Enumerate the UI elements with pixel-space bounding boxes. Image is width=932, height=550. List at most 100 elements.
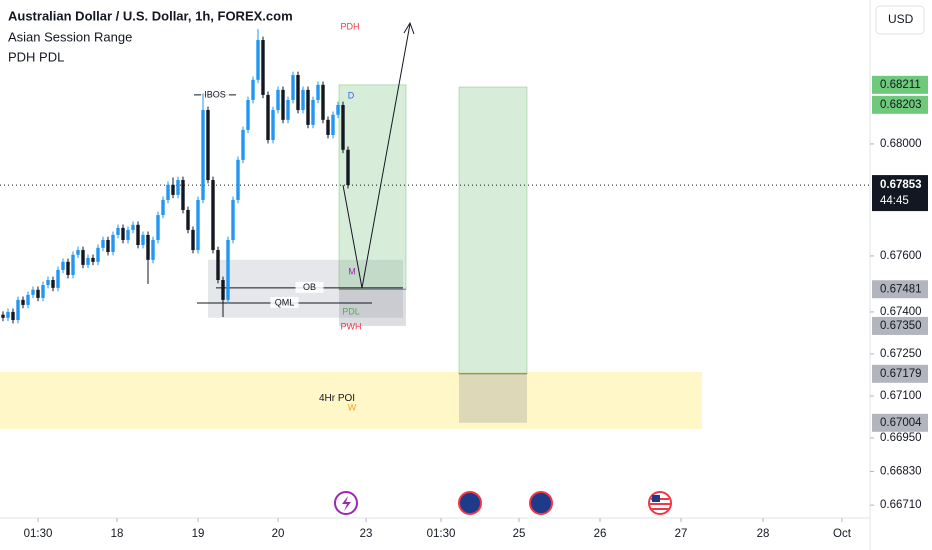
level-label: OB bbox=[303, 282, 316, 292]
x-tick-label: 26 bbox=[594, 528, 607, 540]
x-tick-label: 19 bbox=[192, 528, 205, 540]
marker-label: D bbox=[348, 90, 355, 100]
candle-body bbox=[301, 89, 305, 111]
candle-body bbox=[326, 119, 330, 135]
candle-body bbox=[1, 314, 5, 318]
event-icon-glyph bbox=[342, 496, 351, 511]
x-tick-label: 01:30 bbox=[427, 528, 456, 540]
candle-body bbox=[136, 224, 140, 245]
candle-body bbox=[26, 294, 30, 305]
stop-zone bbox=[339, 289, 406, 326]
x-tick-label: 23 bbox=[360, 528, 373, 540]
candle-body bbox=[291, 75, 295, 100]
price-box-label: 0.67004 bbox=[880, 417, 922, 429]
price-box-label: 0.68203 bbox=[880, 99, 922, 111]
x-tick-label: 28 bbox=[757, 528, 770, 540]
marker-label: W bbox=[348, 402, 357, 412]
candle-body bbox=[251, 79, 255, 100]
candle-body bbox=[111, 234, 115, 252]
y-tick-label: 0.66710 bbox=[880, 499, 922, 511]
candle-body bbox=[96, 247, 100, 262]
arrow-head bbox=[403, 21, 415, 35]
candle-body bbox=[66, 261, 70, 275]
candle-body bbox=[266, 94, 270, 140]
currency-label[interactable]: USD bbox=[888, 12, 914, 26]
event-icon[interactable] bbox=[529, 491, 553, 515]
x-tick-label: 25 bbox=[513, 528, 526, 540]
marker-label: PWH bbox=[341, 321, 362, 331]
candle-body bbox=[51, 280, 55, 288]
y-tick-label: 0.67600 bbox=[880, 250, 922, 262]
candle-body bbox=[131, 224, 135, 230]
candle-body bbox=[101, 239, 105, 248]
candle-body bbox=[166, 184, 170, 200]
level-label-bg bbox=[270, 296, 299, 308]
candle-body bbox=[116, 227, 120, 235]
currency-button[interactable] bbox=[875, 5, 925, 35]
candle-body bbox=[261, 40, 265, 95]
candle-body bbox=[16, 299, 20, 321]
price-box bbox=[872, 413, 928, 432]
y-tick-label: 0.67250 bbox=[880, 348, 922, 360]
chart-title: Australian Dollar / U.S. Dollar, 1h, FOR… bbox=[8, 8, 293, 23]
candle-body bbox=[331, 114, 335, 135]
candle-body bbox=[76, 250, 80, 255]
x-tick-label: 18 bbox=[111, 528, 124, 540]
zone bbox=[0, 371, 702, 429]
price-box-label: 0.67350 bbox=[880, 320, 922, 332]
y-tick-label: 0.68000 bbox=[880, 138, 922, 150]
candle-body bbox=[11, 311, 15, 321]
candle-body bbox=[206, 110, 210, 181]
marker-label: PDH bbox=[340, 21, 359, 31]
candle-body bbox=[341, 105, 345, 150]
event-icons bbox=[334, 491, 672, 515]
projection-arrow bbox=[342, 23, 411, 289]
plot: 4Hr POI OB QML IBOS bbox=[0, 29, 870, 404]
zones bbox=[0, 84, 702, 429]
candle-body bbox=[236, 159, 240, 200]
candle-body bbox=[306, 89, 310, 125]
candle-body bbox=[231, 199, 235, 240]
candle-body bbox=[311, 99, 315, 125]
candle-body bbox=[196, 199, 200, 251]
price-box bbox=[872, 364, 928, 383]
candle-body bbox=[246, 99, 250, 130]
level-label-bg bbox=[201, 88, 229, 100]
level-label: IBOS bbox=[204, 89, 226, 99]
current-price-box bbox=[872, 175, 928, 212]
candle-body bbox=[161, 199, 165, 216]
candle-body bbox=[71, 254, 75, 275]
candle-body bbox=[316, 84, 320, 100]
candle-body bbox=[176, 180, 180, 195]
candle-body bbox=[321, 84, 325, 120]
x-tick-label: 01:30 bbox=[24, 528, 53, 540]
countdown-label: 44:45 bbox=[880, 195, 909, 207]
candle-body bbox=[211, 180, 215, 251]
candle-body bbox=[36, 289, 40, 298]
candle-body bbox=[56, 269, 60, 288]
x-tick-label: 20 bbox=[272, 528, 285, 540]
price-box bbox=[872, 316, 928, 335]
candle-body bbox=[226, 239, 230, 300]
level-label: QML bbox=[275, 297, 295, 307]
candle-body bbox=[171, 184, 175, 195]
x-tick-label: 27 bbox=[675, 528, 688, 540]
candle-body bbox=[21, 299, 25, 305]
marker-label: M bbox=[348, 266, 356, 276]
candle-body bbox=[276, 89, 280, 111]
candle-body bbox=[216, 250, 220, 280]
candle-body bbox=[86, 257, 90, 265]
candle-body bbox=[151, 239, 155, 260]
candle-body bbox=[41, 285, 45, 298]
price-box-label: 0.68211 bbox=[880, 79, 921, 91]
candle-body bbox=[61, 261, 65, 270]
y-tick-label: 0.66830 bbox=[880, 466, 922, 478]
indicator-label: Asian Session Range bbox=[8, 29, 132, 44]
event-icon[interactable] bbox=[458, 491, 482, 515]
candle-body bbox=[106, 239, 110, 252]
price-box-label: 0.67481 bbox=[880, 283, 922, 295]
candle-body bbox=[31, 289, 35, 295]
